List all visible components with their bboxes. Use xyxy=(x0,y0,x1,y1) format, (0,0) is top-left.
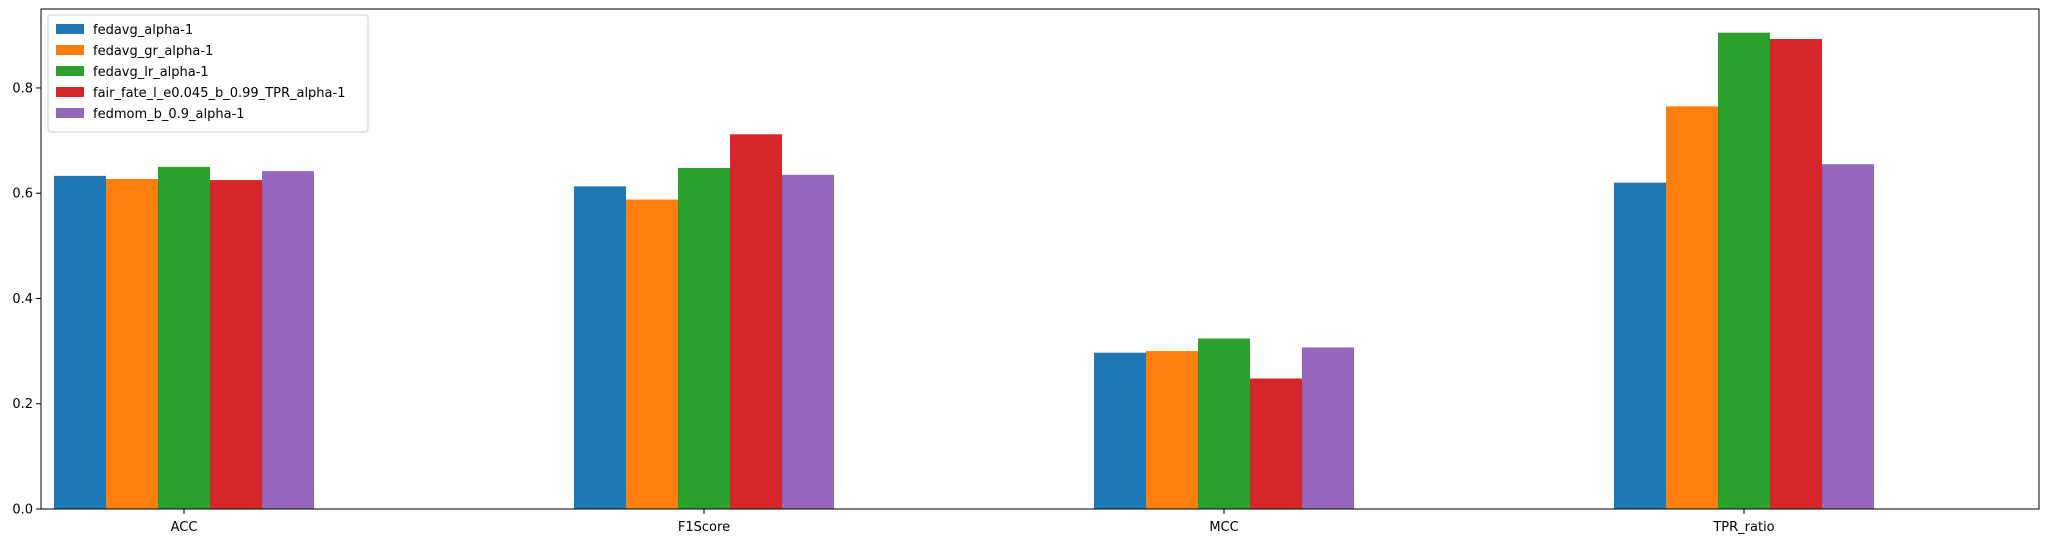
bar-fedavg_lr_alpha-1-TPR_ratio xyxy=(1718,32,1770,510)
y-tick-label: 0.4 xyxy=(12,292,33,307)
legend-swatch xyxy=(56,45,84,55)
bar-fair_fate_l_e0.045_b_0.99_TPR_alpha-1-MCC xyxy=(1250,378,1302,509)
bar-fedavg_gr_alpha-1-ACC xyxy=(106,179,158,509)
bar-fair_fate_l_e0.045_b_0.99_TPR_alpha-1-ACC xyxy=(210,180,262,510)
bar-fedmom_b_0.9_alpha-1-MCC xyxy=(1302,347,1354,509)
y-tick-label: 0.6 xyxy=(12,187,33,202)
bar-fedavg_lr_alpha-1-ACC xyxy=(158,166,210,510)
legend-label: fedmom_b_0.9_alpha-1 xyxy=(93,107,245,122)
bars-layer xyxy=(54,32,1874,510)
legend-box xyxy=(47,14,369,133)
legend: fedavg_alpha-1 fedavg_gr_alpha-1 fedavg_lr… xyxy=(47,14,369,133)
y-tick-label: 0.0 xyxy=(12,503,33,518)
bar-fedmom_b_0.9_alpha-1-TPR_ratio xyxy=(1822,164,1874,509)
bar-fedavg_lr_alpha-1-F1Score xyxy=(678,167,730,509)
bar-fedavg_gr_alpha-1-MCC xyxy=(1146,351,1198,509)
legend-label: fair_fate_l_e0.045_b_0.99_TPR_alpha-1 xyxy=(93,86,345,101)
bar-fedavg_alpha-1-TPR_ratio xyxy=(1614,182,1666,509)
bar-fedavg_lr_alpha-1-MCC xyxy=(1198,338,1250,509)
bar-fedavg_alpha-1-ACC xyxy=(54,175,106,509)
x-tick-label: F1Score xyxy=(678,520,730,535)
bar-fair_fate_l_e0.045_b_0.99_TPR_alpha-1-F1Score xyxy=(730,134,782,509)
x-axis: ACC F1Score MCC TPR_ratio xyxy=(171,509,1775,535)
legend-label: fedavg_gr_alpha-1 xyxy=(93,44,213,59)
x-tick-label: TPR_ratio xyxy=(1712,520,1774,535)
legend-label: fedavg_alpha-1 xyxy=(93,23,193,38)
legend-swatch xyxy=(56,87,84,97)
bar-fedmom_b_0.9_alpha-1-F1Score xyxy=(782,174,834,509)
legend-swatch xyxy=(56,108,84,118)
x-tick-label: MCC xyxy=(1209,520,1238,535)
legend-swatch xyxy=(56,66,84,76)
bar-fedavg_gr_alpha-1-F1Score xyxy=(626,199,678,510)
axes-frame xyxy=(40,8,2040,510)
legend-swatch xyxy=(56,24,84,34)
legend-label: fedavg_lr_alpha-1 xyxy=(93,65,209,80)
bar-fedavg_alpha-1-F1Score xyxy=(574,186,626,510)
bar-fair_fate_l_e0.045_b_0.99_TPR_alpha-1-TPR_ratio xyxy=(1770,39,1822,509)
y-axis: 0.0 0.2 0.4 0.6 0.8 xyxy=(12,81,41,518)
bar-fedavg_gr_alpha-1-TPR_ratio xyxy=(1666,106,1718,510)
y-tick-label: 0.8 xyxy=(12,81,33,96)
bar-fedmom_b_0.9_alpha-1-ACC xyxy=(262,171,314,509)
y-tick-label: 0.2 xyxy=(12,397,33,412)
x-tick-label: ACC xyxy=(171,520,198,535)
bar-fedavg_alpha-1-MCC xyxy=(1094,352,1146,509)
